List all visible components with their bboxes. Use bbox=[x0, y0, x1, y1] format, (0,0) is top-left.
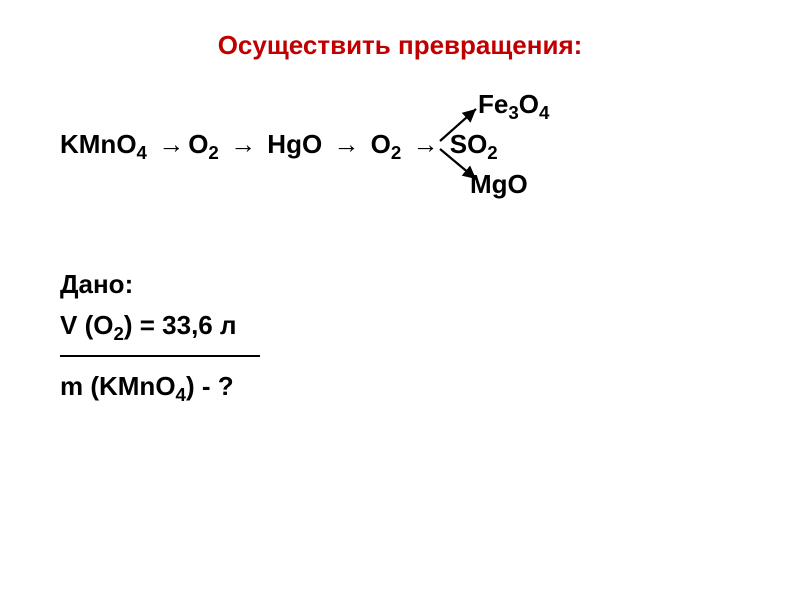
given-line-1: V (O2) = 33,6 л bbox=[60, 310, 260, 345]
given-block: Дано: V (O2) = 33,6 л m (KMnO4) - ? bbox=[60, 269, 260, 416]
arrow-down-icon bbox=[440, 149, 476, 179]
reaction-chain: KMnO4 →O2 → HgO → O2 → SO2 bbox=[60, 129, 498, 164]
divider-line bbox=[60, 355, 260, 357]
given-line-2: m (KMnO4) - ? bbox=[60, 371, 260, 406]
given-label: Дано: bbox=[60, 269, 260, 300]
branch-arrows bbox=[440, 89, 500, 199]
slide-title: Осуществить превращения: bbox=[50, 30, 750, 61]
arrow-up-icon bbox=[440, 109, 476, 141]
